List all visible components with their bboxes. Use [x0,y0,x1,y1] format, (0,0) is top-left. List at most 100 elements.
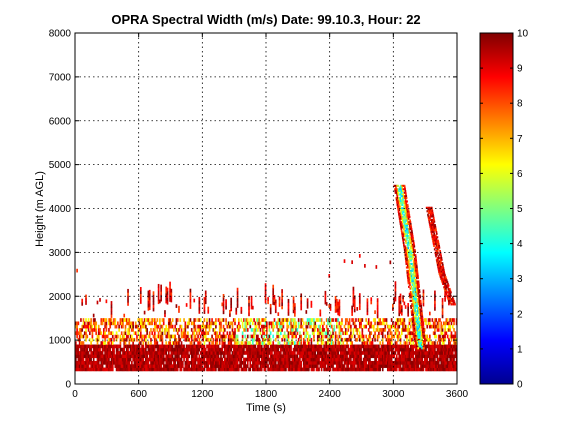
heatmap-cell [407,269,410,273]
heatmap-cell [397,193,400,196]
heatmap-cell [287,357,290,362]
heatmap-cell [110,314,113,318]
heatmap-cell [283,360,286,365]
heatmap-cell [76,354,78,359]
heatmap-cell [274,357,277,362]
heatmap-cell [380,354,383,359]
y-tick-label: 0 [65,380,71,391]
heatmap-cell [178,364,180,368]
x-tick-label: 1800 [255,389,278,400]
heatmap-cell [453,328,455,332]
heatmap-cell [414,275,417,278]
heatmap-cell [393,364,396,368]
heatmap-cell [183,354,185,359]
heatmap-cell [376,360,379,365]
heatmap-cell [421,347,423,350]
heatmap-cell [414,298,417,301]
heatmap-cell [223,344,226,349]
heatmap-cell [444,297,446,302]
heatmap-cell [217,351,220,355]
heatmap-cell [148,296,151,301]
heatmap-cell [234,351,236,355]
heatmap-cell [306,367,309,372]
heatmap-cell [208,354,211,359]
heatmap-cell [286,328,289,332]
heatmap-cell [262,354,264,359]
heatmap-cell [115,351,118,355]
heatmap-cell [437,351,440,355]
heatmap-cell [180,341,183,345]
heatmap-cell [401,188,404,191]
heatmap-cell [413,331,415,334]
heatmap-cell [218,367,221,372]
heatmap-cell [357,354,360,359]
heatmap-cell [397,328,399,332]
heatmap-cell [244,334,247,339]
heatmap-cell [181,334,184,339]
heatmap-cell [161,351,164,355]
heatmap-cell [187,331,189,336]
heatmap-cell [415,275,418,278]
heatmap-cell [76,331,78,336]
heatmap-cell [306,304,309,309]
heatmap-cell [350,354,352,359]
heatmap-cell [304,347,306,352]
heatmap-cell [90,341,92,345]
heatmap-cell [272,367,275,372]
heatmap-cell [400,203,403,207]
heatmap-cell [258,357,261,362]
heatmap-cell [128,364,131,368]
heatmap-cell [433,230,435,234]
heatmap-cell [209,321,212,326]
heatmap-cell [131,334,133,339]
heatmap-cell [292,331,295,336]
heatmap-cell [122,367,124,372]
heatmap-cell [277,331,280,336]
heatmap-cell [430,210,432,213]
heatmap-cell [237,341,240,345]
heatmap-cell [325,357,328,362]
heatmap-cell [180,324,183,329]
heatmap-cell [141,347,143,352]
heatmap-cell [441,267,444,270]
heatmap-cell [167,354,170,359]
heatmap-cell [400,186,402,189]
heatmap-cell [138,364,141,368]
heatmap-cell [181,347,184,352]
heatmap-cell [416,283,419,287]
heatmap-cell [446,347,449,352]
heatmap-cell [406,250,409,253]
heatmap-cell [273,364,276,368]
heatmap-cell [437,241,440,244]
heatmap-cell [341,360,343,365]
heatmap-cell [180,334,183,339]
heatmap-cell [203,344,206,349]
heatmap-cell [414,345,417,348]
heatmap-cell [188,360,190,365]
heatmap-cell [90,321,92,326]
heatmap-cell [415,306,418,309]
heatmap-cell [104,351,106,355]
heatmap-cell [138,367,141,372]
heatmap-cell [139,331,142,336]
heatmap-cell [388,357,390,362]
heatmap-cell [430,360,432,365]
heatmap-cell [218,331,221,336]
heatmap-cell [254,331,257,336]
heatmap-cell [81,360,84,365]
heatmap-cell [439,334,441,339]
heatmap-cell [414,264,417,267]
heatmap-cell [281,344,283,349]
heatmap-cell [267,354,269,359]
heatmap-cell [408,269,411,273]
heatmap-cell [213,351,216,355]
heatmap-cell [109,354,112,359]
heatmap-cell [415,259,417,262]
heatmap-cell [259,351,262,355]
heatmap-cell [413,301,416,304]
heatmap-cell [404,210,406,213]
heatmap-cell [409,221,412,224]
heatmap-cell [128,318,131,322]
heatmap-cell [160,334,162,339]
heatmap-cell [281,318,283,322]
